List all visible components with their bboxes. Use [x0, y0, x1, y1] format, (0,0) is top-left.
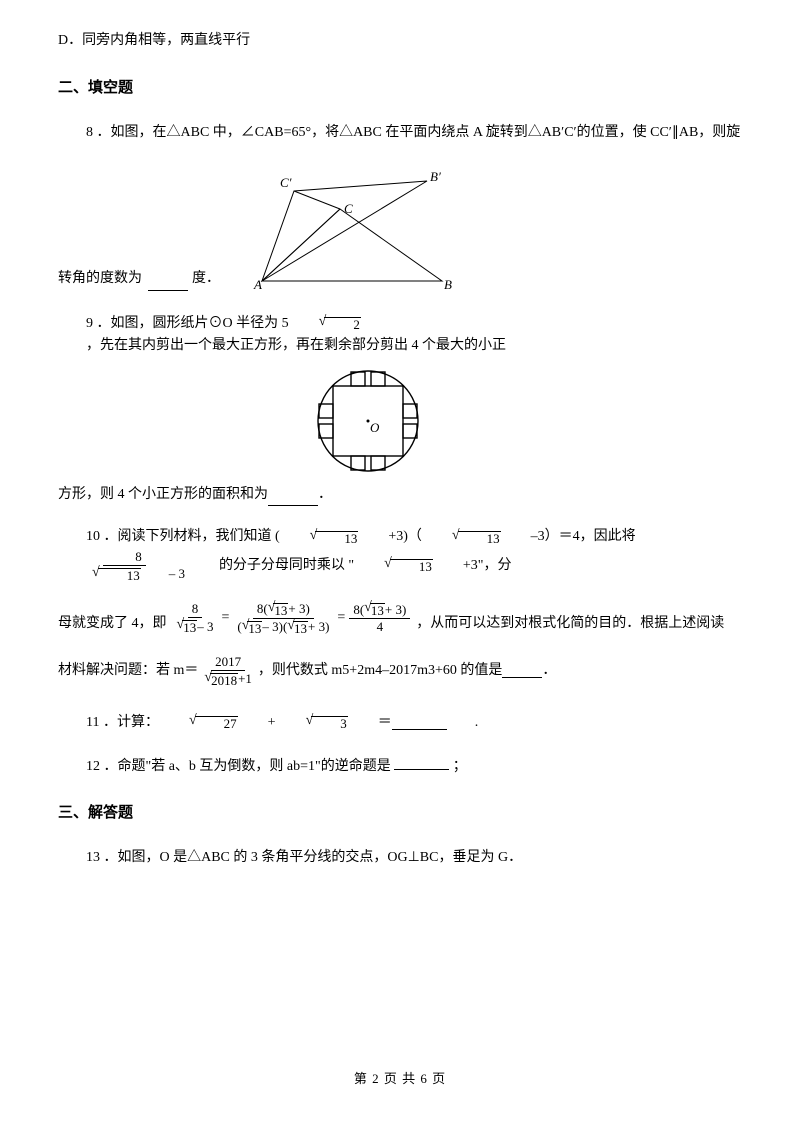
sqrt-13-icon-2: √13: [424, 529, 501, 546]
section-2-title: 二、填空题: [58, 76, 742, 100]
q10-line3-pre: 材料解决问题：若 m＝: [58, 660, 198, 682]
q9-period: ．: [318, 484, 332, 506]
q10-plus3: +3)（: [360, 526, 422, 548]
option-d: D．同旁内角相等，两直线平行: [58, 30, 742, 52]
q10-frac3: 2017 √2018 +1: [200, 654, 256, 688]
sqrt-2-icon: √2: [291, 315, 361, 332]
q10-line2: 母就变成了 4，即 8 √13 – 3 = 8(√13 + 3) (√13 – …: [58, 601, 742, 636]
q10-mid1: 的分子分母同时乘以 ": [191, 555, 354, 577]
q9-blank: [268, 492, 318, 506]
svg-text:C: C: [344, 201, 353, 216]
q12-after: ；: [453, 759, 467, 774]
svg-text:B′: B′: [430, 169, 441, 184]
q8-figure: A B C B′ C′: [232, 161, 462, 291]
q10-line3-end: ．: [542, 660, 556, 682]
q10-line2-post: ，从而可以达到对根式化简的目的．根据上述阅读: [416, 613, 724, 635]
q10-end1: +3"，分: [435, 555, 512, 577]
q10-line3-mid: ，则代数式 m5+2m4–2017m3+60 的值是: [258, 660, 502, 682]
q10-line1: 10 ．阅读下列材料，我们知道 ( √13 +3)（ √13 –3）＝4，因此将…: [58, 526, 742, 582]
q10-blank: [502, 664, 542, 678]
q10-line3: 材料解决问题：若 m＝ 2017 √2018 +1 ，则代数式 m5+2m4–2…: [58, 654, 742, 688]
q11-period: .: [447, 712, 479, 734]
q9-mid: ，先在其内剪出一个最大正方形，再在剩余部分剪出 4 个最大的小正: [58, 335, 506, 357]
q10-frac1: 8 √13 – 3: [60, 549, 189, 583]
q8-tail: 转角的度数为: [58, 268, 142, 290]
q9-figure: O: [308, 366, 428, 476]
q10-big-expr: 8 √13 – 3 = 8(√13 + 3) (√13 – 3)(√13 + 3…: [173, 601, 411, 636]
svg-text:B: B: [444, 277, 452, 291]
sqrt-3-icon: √3: [278, 714, 348, 731]
sqrt-13-icon: √13: [282, 529, 359, 546]
q11: 11 ．计算： √27 + √3 ＝ .: [58, 712, 742, 734]
q11-prefix: 11 ．计算：: [58, 712, 159, 734]
sqrt-27-icon: √27: [161, 714, 238, 731]
q9-figure-wrap: O: [58, 358, 742, 484]
page-footer: 第 2 页 共 6 页: [0, 1069, 800, 1090]
q9-line1: 9 ．如图，圆形纸片⊙O 半径为 5 √2 ，先在其内剪出一个最大正方形，再在剩…: [58, 313, 742, 358]
svg-text:O: O: [370, 420, 380, 435]
q8-after-blank: 度．: [192, 268, 220, 290]
q9-prefix: 9 ．如图，圆形纸片⊙O 半径为 5: [58, 313, 289, 335]
section-3-title: 三、解答题: [58, 801, 742, 825]
q8-text: 8 ．如图，在△ABC 中，∠CAB=65°，将△ABC 在平面内绕点 A 旋转…: [58, 122, 742, 144]
q12: 12 ．命题"若 a、b 互为倒数，则 ab=1"的逆命题是 ；: [58, 756, 742, 778]
q9-tail: 方形，则 4 个小正方形的面积和为: [58, 484, 268, 506]
q11-plus: +: [240, 712, 276, 734]
sqrt-13-icon-3: √13: [356, 557, 433, 574]
svg-text:A: A: [253, 277, 262, 291]
q12-blank: [394, 756, 449, 770]
q8-row: 转角的度数为 度． A B C B′ C′: [58, 161, 742, 291]
q10-prefix: 10 ．阅读下列材料，我们知道 (: [58, 526, 280, 548]
q9: 9 ．如图，圆形纸片⊙O 半径为 5 √2 ，先在其内剪出一个最大正方形，再在剩…: [58, 313, 742, 507]
q11-blank: [392, 716, 447, 730]
q12-text: 12 ．命题"若 a、b 互为倒数，则 ab=1"的逆命题是: [86, 759, 391, 774]
q13: 13 ．如图，O 是△ABC 的 3 条角平分线的交点，OG⊥BC，垂足为 G．: [58, 847, 742, 869]
q8-blank: [148, 277, 188, 291]
q11-eq: ＝: [350, 712, 392, 734]
q10-line2-pre: 母就变成了 4，即: [58, 613, 167, 635]
q10-minus3: –3）＝4，因此将: [503, 526, 636, 548]
q9-line2: 方形，则 4 个小正方形的面积和为 ．: [58, 484, 742, 506]
svg-text:C′: C′: [280, 175, 292, 190]
